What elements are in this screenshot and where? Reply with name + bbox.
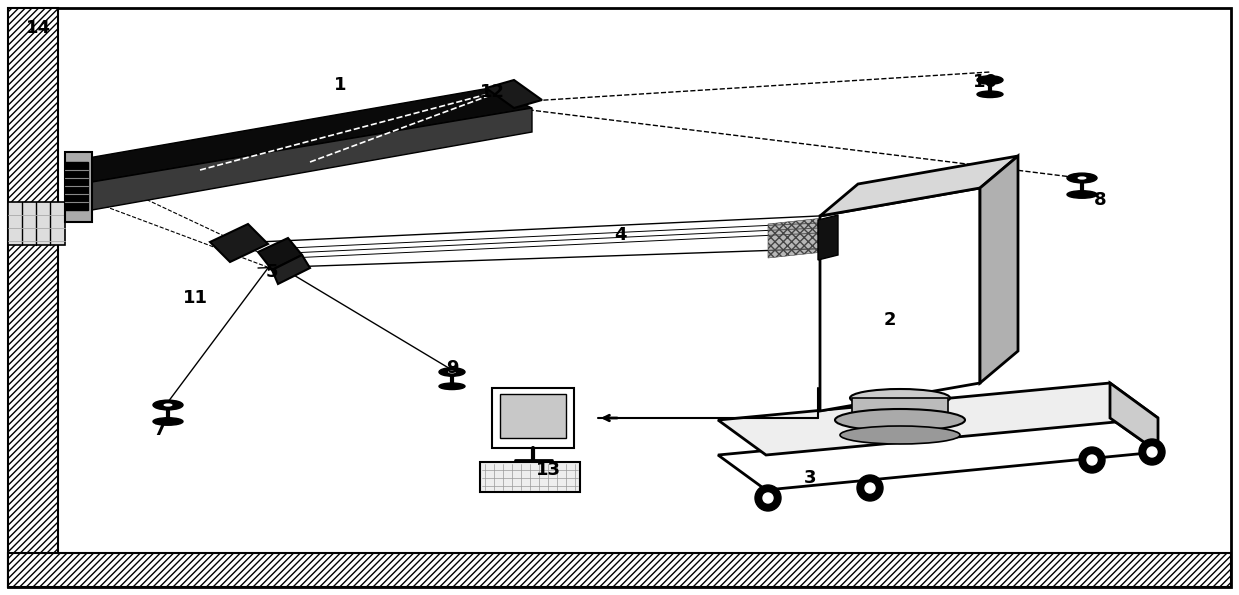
Circle shape: [857, 475, 883, 501]
Text: 1: 1: [333, 76, 346, 94]
Bar: [479, 462, 580, 492]
Polygon shape: [64, 88, 532, 182]
Ellipse shape: [449, 371, 456, 374]
Ellipse shape: [1078, 176, 1087, 180]
Ellipse shape: [152, 400, 183, 410]
Circle shape: [1079, 447, 1105, 473]
Ellipse shape: [978, 91, 1004, 98]
Polygon shape: [852, 398, 948, 420]
Circle shape: [763, 493, 773, 503]
Text: 9: 9: [446, 359, 458, 377]
Text: 7: 7: [154, 421, 166, 439]
Circle shape: [1087, 455, 1097, 465]
Polygon shape: [258, 238, 302, 270]
Text: 2: 2: [883, 311, 896, 329]
Ellipse shape: [978, 76, 1004, 84]
Text: 13: 13: [535, 461, 560, 479]
Polygon shape: [209, 224, 268, 262]
Ellipse shape: [835, 409, 965, 431]
Ellipse shape: [439, 383, 465, 390]
Polygon shape: [1110, 383, 1158, 452]
Text: 5: 5: [265, 263, 279, 281]
Ellipse shape: [164, 403, 172, 406]
Polygon shape: [7, 553, 1232, 587]
Circle shape: [1147, 447, 1157, 457]
Polygon shape: [717, 383, 1158, 455]
Polygon shape: [273, 255, 310, 284]
Polygon shape: [7, 202, 64, 245]
Polygon shape: [820, 188, 980, 411]
Polygon shape: [717, 418, 1158, 490]
Ellipse shape: [1067, 191, 1097, 198]
Text: 8: 8: [1094, 191, 1106, 209]
Polygon shape: [980, 156, 1018, 383]
Polygon shape: [64, 108, 532, 210]
Circle shape: [1139, 439, 1165, 465]
Ellipse shape: [850, 389, 950, 407]
Text: 3: 3: [804, 469, 817, 487]
Polygon shape: [7, 8, 58, 587]
Polygon shape: [768, 216, 843, 258]
Ellipse shape: [439, 368, 465, 376]
Bar: [492, 388, 574, 448]
Polygon shape: [818, 215, 838, 260]
Bar: [501, 394, 566, 438]
Text: 12: 12: [479, 83, 504, 101]
Text: 11: 11: [182, 289, 207, 307]
Text: 4: 4: [613, 226, 626, 244]
Polygon shape: [820, 156, 1018, 216]
Ellipse shape: [152, 418, 183, 425]
Polygon shape: [64, 162, 88, 210]
Text: 10: 10: [973, 73, 997, 91]
Circle shape: [755, 485, 781, 511]
Text: 14: 14: [26, 19, 51, 37]
Polygon shape: [64, 152, 92, 222]
Circle shape: [865, 483, 875, 493]
Ellipse shape: [1067, 173, 1097, 183]
Polygon shape: [486, 80, 541, 108]
Ellipse shape: [840, 426, 960, 444]
